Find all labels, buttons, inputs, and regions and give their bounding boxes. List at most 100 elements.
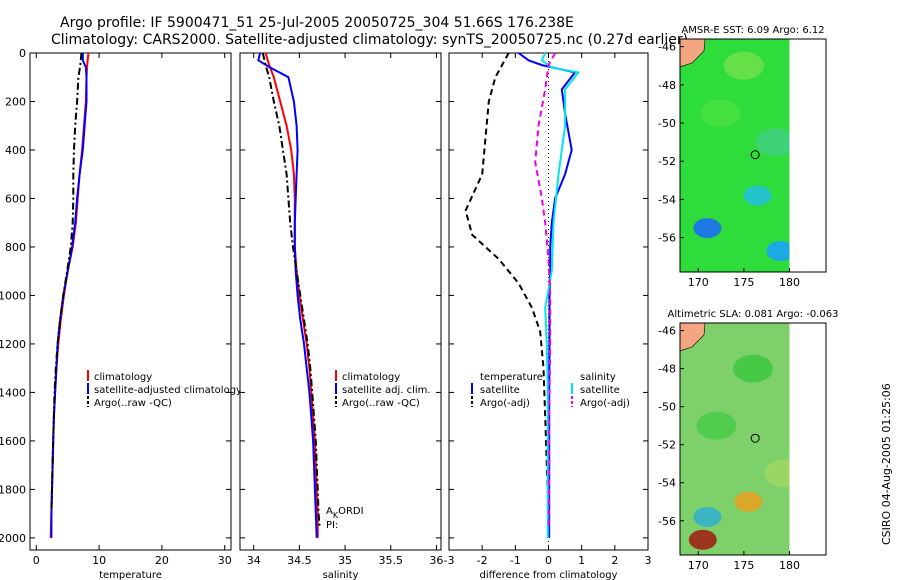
sst-map-y-tick-label: -48 [658,79,676,92]
temperature-x-tick-label: 20 [155,554,169,567]
temperature-legend-label: Argo(..raw -QC) [94,398,172,409]
sst-map-y-tick-label: -54 [658,193,676,206]
sst-map-no-data-area [789,39,826,272]
salinity-x-tick-label: 36 [429,554,443,567]
sst-map-field-blob [701,99,742,128]
temperature-y-tick-label: 600 [5,192,26,205]
salinity-x-tick-label: 35 [338,554,352,567]
difference-legend-label: satellite [580,385,620,396]
temperature-xlabel: temperature [99,570,162,580]
temperature-y-tick-label: 1800 [0,483,26,496]
sla-map-title: Altimetric SLA: 0.081 Argo: -0.063 [668,309,839,320]
sst-map-x-tick-label: 170 [688,276,709,289]
sla-map-y-tick-label: -48 [658,363,676,376]
difference-x-tick-label: 3 [645,554,652,567]
salinity-xlabel: salinity [323,570,359,580]
sst-map-float-marker [750,150,760,160]
salinity-x-tick-label: 35.5 [379,554,404,567]
difference-legend-label: satellite [480,385,520,396]
salinity-panel: 34 34.5 35 35.5 36 salinity climatology satelli… [239,52,443,580]
sla-map-field-blob [696,411,737,440]
sst-map-field [680,39,826,272]
salinity-annotation-line2: PI: [326,520,338,531]
difference-x-tick-label: 1 [578,554,585,567]
difference-series-salinity-satellite [540,52,581,538]
plot-layer: 0 10 20 30temperature0200400600800100012001… [0,25,838,580]
sla-map-field-blob [693,506,722,527]
temperature-y-tick-label: 0 [19,47,26,60]
temperature-frame [29,52,232,551]
sla-map-field-blob [734,491,763,512]
salinity-legend-label: satellite adj. clim. [342,385,431,396]
sla-map-y-tick-label: -50 [658,401,676,414]
sst-map-land-mass [680,39,706,68]
temperature-series-argo-raw-qc- [50,52,83,509]
timestamp-label: CSIRO 04-Aug-2005 01:25:06 [880,383,893,545]
sla-map-no-data-area [789,323,826,555]
salinity-series-climatology [264,52,319,538]
temperature-panel: 0 10 20 30 temperature 0 200 400 600 800 1000 1200 1… [0,47,242,580]
sla-map-y-tick-label: -54 [658,477,676,490]
figure-title-line2: Climatology: CARS2000. Satellite-adjuste… [51,32,688,48]
sla-map-y-tick-label: -56 [658,515,676,528]
salinity-frame [239,52,442,551]
sst-map-y-tick-label: -56 [658,232,676,245]
sst-map-field-blob [743,185,772,206]
temperature-y-tick-label: 1400 [0,386,26,399]
sla-map-x-tick-label: 175 [733,559,754,572]
salinity-x-tick-label: 34 [247,554,261,567]
temperature-y-tick-label: 1000 [0,289,26,302]
difference-panel: -3 -2 -1 0 1 2 3 difference from climatology tem… [444,52,652,580]
temperature-y-tick-label: 200 [5,95,26,108]
difference-legend-title-temperature: temperature [480,372,543,383]
temperature-y-tick-label: 800 [5,241,26,254]
temperature-x-tick-label: 30 [218,554,232,567]
difference-series-temperature-argo-adj- [464,52,550,509]
sst-map-field-blob [766,240,795,261]
sla-map-float-marker [750,433,760,443]
sla-map-field-blob [733,354,773,383]
sst-map-y-tick-label: -50 [658,117,676,130]
salinity-legend-label: climatology [342,372,400,383]
salinity-annotation-subscript: K [333,511,339,520]
sst-map-frame [679,38,827,273]
salinity-x-tick-label: 34.5 [287,554,312,567]
salinity-annotation-rest: ORDI [338,506,363,517]
difference-x-tick-label: -2 [477,554,488,567]
difference-x-tick-label: 2 [611,554,618,567]
sst-map-field-blob [693,218,722,239]
temperature-y-tick-label: 1200 [0,338,26,351]
difference-legend-label: Argo(-adj) [480,398,530,409]
sla-map-x-tick-label: 180 [779,559,800,572]
sst-map-panel: AMSR-E SST: 6.09 Argo: 6.12 170 175 180 -46 -… [658,25,827,289]
temperature-x-tick-label: 0 [33,554,40,567]
temperature-y-tick-label: 400 [5,144,26,157]
sla-map-field [680,323,826,555]
temperature-series-satellite-adjusted-climatology [50,53,88,538]
difference-series-salinity-argo-adj- [534,52,556,526]
difference-xlabel: difference from climatology [480,570,618,580]
difference-x-tick-label: -3 [444,554,455,567]
temperature-legend-label: climatology [94,372,152,383]
sst-map-x-tick-label: 180 [779,276,800,289]
sst-map-field-blob [723,51,764,80]
difference-legend-title-salinity: salinity [580,372,616,383]
temperature-y-tick-label: 2000 [0,532,26,545]
salinity-series-argo-raw-qc- [261,52,321,526]
sst-map-x-tick-label: 175 [733,276,754,289]
difference-x-tick-label: -1 [510,554,521,567]
sla-map-panel: Altimetric SLA: 0.081 Argo: -0.063 170 175… [658,309,838,572]
sla-map-y-tick-label: -52 [658,439,676,452]
sla-map-field-blob [688,529,717,550]
figure-title-line1: Argo profile: IF 5900471_51 25-Jul-2005 … [60,15,574,31]
sst-map-y-tick-label: -46 [658,41,676,54]
temperature-x-tick-label: 10 [92,554,106,567]
sla-map-x-tick-label: 170 [688,559,709,572]
temperature-y-tick-label: 1600 [0,435,26,448]
sst-map-title: AMSR-E SST: 6.09 Argo: 6.12 [681,25,824,36]
sst-map-field-blob [755,128,796,157]
difference-x-tick-label: 0 [545,554,552,567]
sst-map-y-tick-label: -52 [658,155,676,168]
temperature-legend-label: satellite-adjusted climatology [94,385,242,396]
